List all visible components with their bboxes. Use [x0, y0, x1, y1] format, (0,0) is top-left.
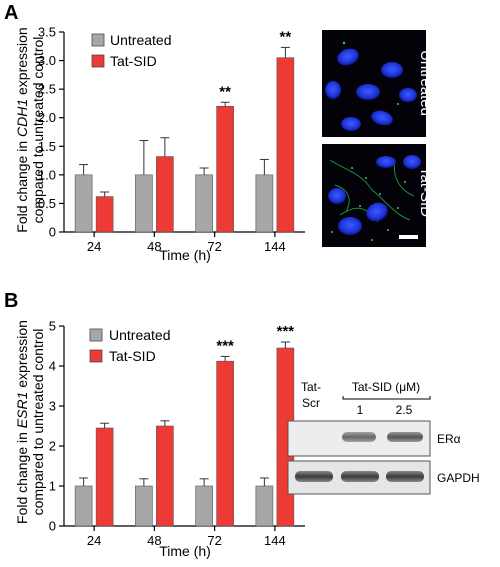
y-axis-label-b-line1: Fold change in ESR1 expression [14, 320, 30, 524]
bar-untreated-24 [74, 485, 93, 527]
nucleus [337, 48, 359, 66]
nucleus [403, 155, 421, 169]
bar-tatsid-48 [156, 425, 174, 527]
bar-untreated-48 [135, 174, 153, 233]
x-axis-label-a: Time (h) [159, 247, 211, 263]
band-gapdh-lane1 [295, 471, 333, 482]
y-axis-title-b: Fold change in ESR1 expression compared … [14, 320, 46, 524]
legend-label-tatsid-a: Tat-SID [110, 53, 157, 69]
bar-untreated-144 [255, 174, 274, 233]
lane-header-tatsid: Tat-SID (μM) [352, 380, 420, 394]
y-tick-label: 0.5 [38, 196, 56, 211]
micrograph-label-untreated: Untreated [417, 50, 434, 116]
legend-swatch-tatsid-b [89, 349, 103, 363]
y-tick-label: 5 [49, 319, 56, 334]
legend-label-untreated-b: Untreated [109, 327, 170, 343]
x-tick-label: 144 [264, 533, 286, 548]
y-tick-label: 1.0 [38, 167, 56, 182]
band-gapdh-lane2 [341, 471, 379, 482]
nucleus [376, 156, 396, 168]
bar-tatsid-144 [276, 57, 295, 233]
x-tick-label: 24 [87, 239, 101, 254]
y-tick-label: 2.0 [38, 110, 56, 125]
nucleus [338, 217, 362, 235]
lane-concentration-2: 2.5 [396, 403, 413, 417]
significance-marker: *** [216, 337, 234, 354]
nucleus [366, 202, 388, 222]
band-label-gapdh: GAPDH [437, 471, 480, 485]
micrograph-tatsid: Tat-SID [322, 144, 434, 247]
band-gapdh-lane3 [386, 471, 424, 482]
y-tick-label: 2 [49, 439, 56, 454]
bar-untreated-24 [74, 174, 93, 233]
nucleus [371, 110, 393, 126]
y-tick-label: 3.0 [38, 53, 56, 68]
nucleus [325, 81, 341, 99]
legend-swatch-untreated-a [91, 33, 105, 47]
y-axis-label-b-line2: compared to untreated control [30, 329, 46, 516]
panel-label-b: B [4, 290, 18, 312]
x-tick-label: 72 [207, 533, 221, 548]
lane-concentration-1: 1 [357, 403, 364, 417]
nucleus [356, 84, 380, 100]
nucleus [399, 88, 417, 102]
band-era-lane2 [342, 432, 376, 442]
y-tick-label: 0 [49, 225, 56, 240]
nucleus [328, 188, 346, 204]
x-tick-label: 48 [147, 533, 161, 548]
y-tick-label: 3 [49, 399, 56, 414]
bar-untreated-72 [195, 485, 213, 527]
micrograph-untreated: Untreated [322, 30, 434, 137]
nucleus [341, 117, 361, 131]
legend-swatch-tatsid-a [91, 54, 105, 68]
bar-tatsid-72 [216, 360, 234, 527]
chart-a: Fold change in CDH1 expression compared … [14, 25, 305, 263]
bar-untreated-48 [135, 485, 153, 527]
bar-tatsid-72 [216, 105, 234, 233]
y-axis-label-a-line1: Fold change in CDH1 expression [14, 27, 30, 232]
nucleus [381, 62, 403, 78]
x-tick-label: 144 [264, 239, 286, 254]
bar-tatsid-48 [156, 156, 174, 233]
band-label-era: ERα [437, 432, 461, 446]
x-tick-label: 72 [207, 239, 221, 254]
green-signal [342, 41, 346, 45]
significance-marker: ** [280, 28, 292, 45]
band-era-lane3 [387, 432, 423, 442]
lane-header-scr-line1: Tat- [301, 380, 321, 394]
y-tick-label: 3.5 [38, 25, 56, 40]
significance-marker: ** [219, 83, 231, 100]
y-tick-label: 2.5 [38, 82, 56, 97]
western-blot: Tat- Scr Tat-SID (μM) 1 2.5 ERα GAPDH [287, 380, 480, 495]
y-tick-label: 4 [49, 359, 56, 374]
x-tick-label: 24 [87, 533, 101, 548]
micrograph-label-tatsid: Tat-SID [417, 167, 434, 217]
lane-header-scr-line2: Scr [302, 396, 320, 410]
legend-swatch-untreated-b [89, 328, 103, 342]
y-axis-label-a-line2: compared to untreated control [30, 37, 46, 224]
bar-tatsid-24 [95, 427, 114, 527]
scale-bar [399, 235, 418, 239]
chart-b: Fold change in ESR1 expression compared … [14, 319, 305, 559]
bar-untreated-72 [195, 174, 213, 233]
bar-tatsid-24 [95, 196, 114, 233]
legend-label-untreated-a: Untreated [110, 32, 171, 48]
x-tick-label: 48 [147, 239, 161, 254]
green-signal [397, 103, 399, 105]
x-axis-label-b: Time (h) [159, 543, 211, 559]
panel-label-a: A [4, 2, 18, 24]
y-axis-title-a: Fold change in CDH1 expression compared … [14, 27, 46, 232]
y-tick-label: 1 [49, 479, 56, 494]
significance-marker: *** [277, 323, 295, 340]
lane-bracket [342, 396, 431, 400]
legend-label-tatsid-b: Tat-SID [109, 348, 156, 364]
y-tick-label: 1.5 [38, 139, 56, 154]
y-tick-label: 0 [49, 519, 56, 534]
bar-untreated-144 [255, 485, 274, 527]
